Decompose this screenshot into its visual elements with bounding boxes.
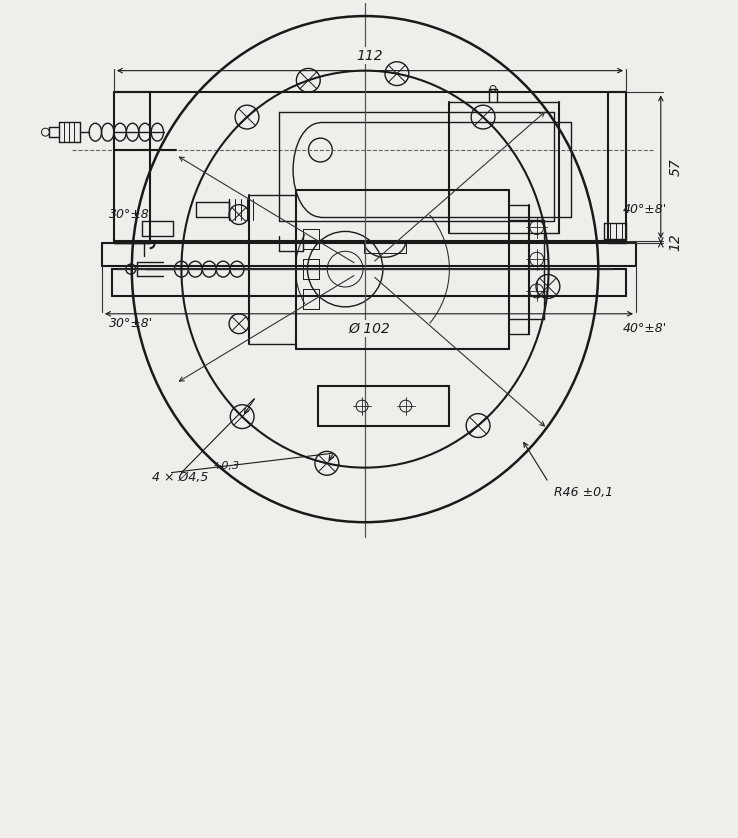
Text: 4 × Ø4,5: 4 × Ø4,5 — [151, 471, 208, 484]
Text: 112: 112 — [356, 49, 383, 63]
Text: 40°±8': 40°±8' — [623, 322, 667, 335]
Text: 30°±8': 30°±8' — [109, 318, 153, 330]
Text: 40°±8': 40°±8' — [623, 203, 667, 216]
Text: +0,3: +0,3 — [213, 461, 241, 471]
Text: 12: 12 — [669, 234, 683, 251]
Text: 57: 57 — [669, 158, 683, 176]
Text: 30°±8': 30°±8' — [109, 208, 153, 221]
Text: Ø 102: Ø 102 — [348, 322, 390, 336]
Text: R46 ±0,1: R46 ±0,1 — [554, 486, 613, 499]
